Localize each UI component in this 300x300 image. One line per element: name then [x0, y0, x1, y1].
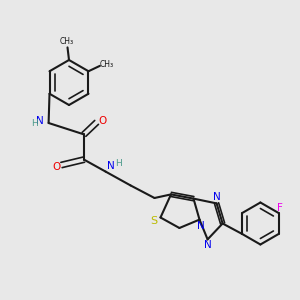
- Text: N: N: [197, 220, 205, 231]
- Text: N: N: [213, 192, 221, 202]
- Text: CH₃: CH₃: [59, 38, 74, 46]
- Text: S: S: [150, 216, 158, 226]
- Text: N: N: [204, 240, 212, 250]
- Text: N: N: [107, 161, 115, 171]
- Text: H: H: [115, 159, 122, 168]
- Text: O: O: [98, 116, 106, 126]
- Text: CH₃: CH₃: [99, 60, 113, 69]
- Text: N: N: [36, 116, 44, 126]
- Text: F: F: [277, 202, 283, 213]
- Text: O: O: [52, 161, 60, 172]
- Text: H: H: [31, 119, 38, 128]
